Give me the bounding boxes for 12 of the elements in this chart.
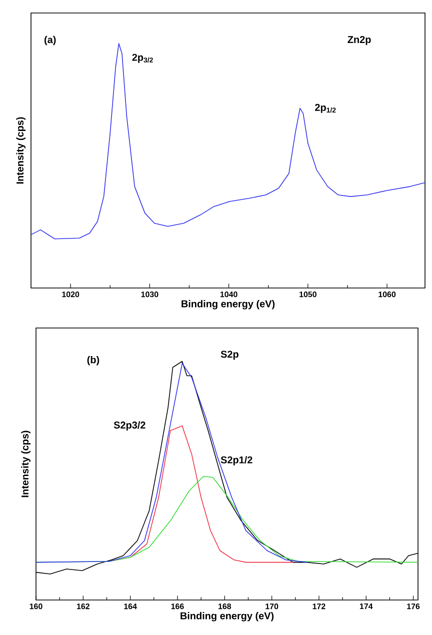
annotation: 2p$_{3/2}$ <box>132 54 153 63</box>
y-axis-title: Intensity (cps) <box>16 117 26 184</box>
annotation: S2p3/2 <box>114 421 146 431</box>
x-axis-title: Binding energy (eV) <box>182 300 275 310</box>
annotation: (a) <box>44 36 56 46</box>
annotation: (b) <box>87 356 100 366</box>
annotation: Zn2p <box>348 36 371 45</box>
x-axis-title: Binding energy (eV) <box>180 612 274 622</box>
annotation: S2p1/2 <box>220 456 252 466</box>
annotation: 2p$_{1/2}$ <box>315 104 336 113</box>
y-axis-title: Intensity (cps) <box>21 430 30 498</box>
text: S2p <box>220 350 238 360</box>
